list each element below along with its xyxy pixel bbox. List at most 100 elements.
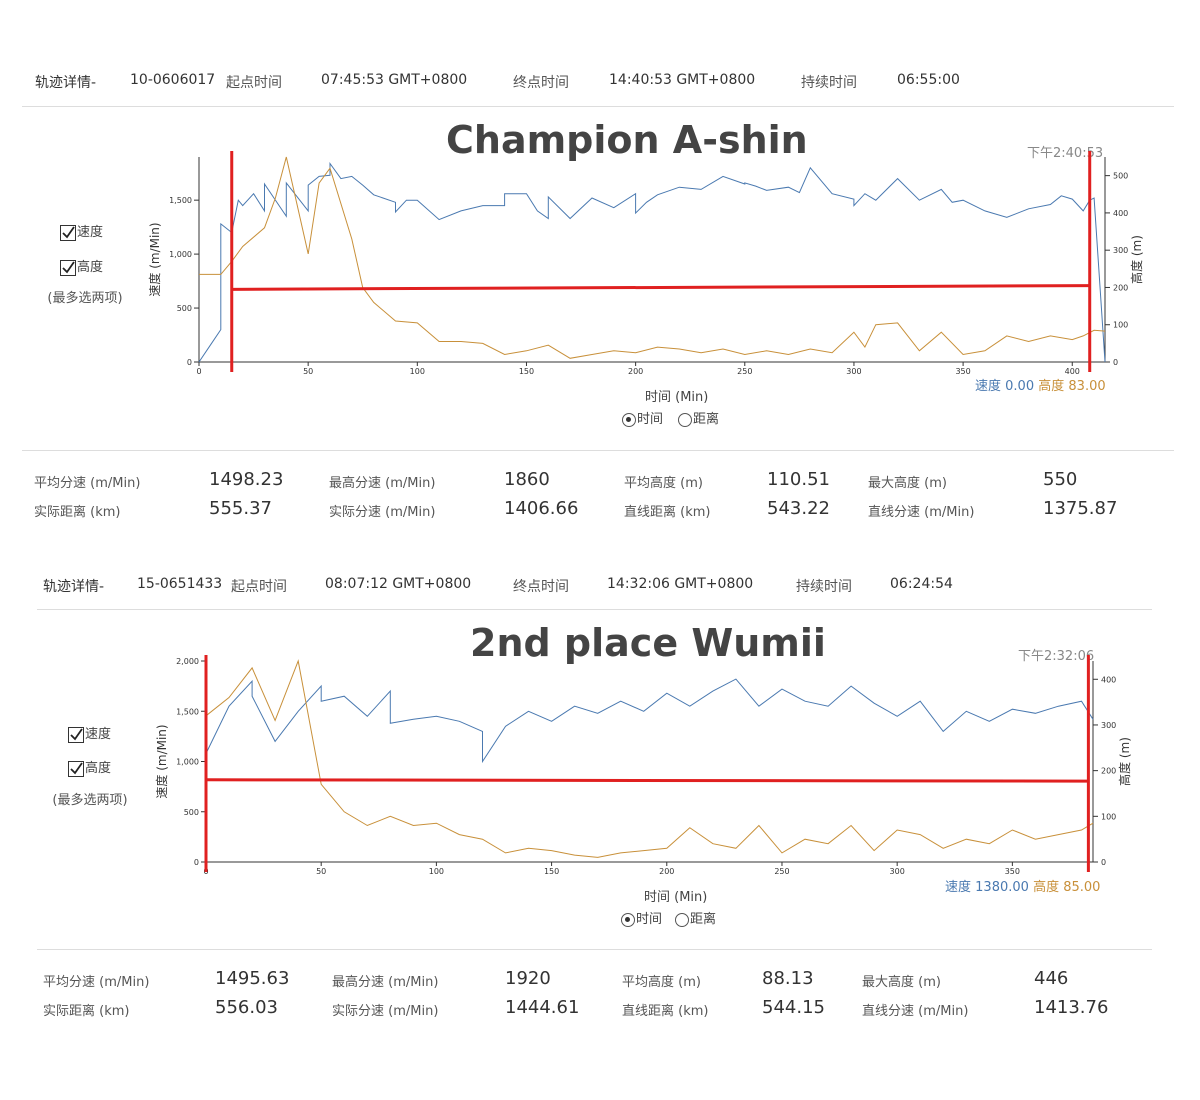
start-time-label: 起点时间	[226, 75, 282, 91]
start-time-label: 起点时间	[231, 579, 287, 595]
radio-distance[interactable]: 距离	[678, 408, 719, 427]
straight-speed-value: 1413.76	[1034, 997, 1109, 1018]
y-right-tick-label: 300	[1101, 721, 1116, 730]
checkbox-speed-box[interactable]	[68, 726, 84, 743]
radio-time[interactable]: 时间	[621, 908, 662, 927]
y-right-tick-label: 0	[1101, 858, 1106, 867]
track-chart: 0 50 100 150 200 250 300 350 400 0 500 1,000 1,500 0 1…	[147, 151, 1144, 376]
straight-speed-value: 1375.87	[1043, 498, 1118, 519]
readout-speed-value: 1380.00	[975, 880, 1029, 895]
speed-checkbox-label: 速度	[77, 225, 104, 240]
x-tick-label: 200	[628, 367, 643, 376]
radio-distance-button[interactable]	[678, 412, 692, 427]
max-alt-label: 最大高度 (m)	[862, 975, 941, 990]
actual-dist-value: 556.03	[215, 997, 278, 1018]
divider	[37, 949, 1152, 950]
y-right-tick-label: 400	[1101, 675, 1116, 684]
panel-title: Champion A-shin	[446, 118, 808, 162]
duration-label: 持续时间	[801, 75, 857, 91]
straight-dist-label: 直线距离 (km)	[622, 1004, 709, 1019]
y-right-tick-label: 100	[1101, 812, 1116, 821]
x-tick-label: 150	[544, 867, 559, 876]
max-alt-label: 最大高度 (m)	[868, 476, 947, 491]
actual-dist-label: 实际距离 (km)	[43, 1004, 130, 1019]
max-speed-label: 最高分速 (m/Min)	[332, 975, 439, 990]
end-time-value: 14:40:53 GMT+0800	[609, 72, 756, 88]
y-right-tick-label: 400	[1113, 209, 1128, 218]
speed-checkbox-label: 速度	[85, 727, 112, 742]
duration-value: 06:24:54	[890, 576, 953, 592]
red-horizontal-line	[205, 778, 1089, 783]
divider	[22, 450, 1174, 451]
radio-time-button[interactable]	[621, 912, 635, 927]
start-time-value: 08:07:12 GMT+0800	[325, 576, 472, 592]
x-tick-label: 50	[316, 867, 326, 876]
avg-alt-value: 110.51	[767, 469, 830, 490]
max-alt-value: 446	[1034, 968, 1069, 989]
actual-speed-label: 实际分速 (m/Min)	[332, 1004, 439, 1019]
speed-checkbox[interactable]: 速度	[60, 221, 103, 241]
speed-checkbox[interactable]: 速度	[68, 723, 111, 743]
chart-readout: 速度 1380.00 高度 85.00	[945, 876, 1100, 895]
avg-speed-label: 平均分速 (m/Min)	[34, 476, 141, 491]
actual-dist-value: 555.37	[209, 498, 272, 519]
x-tick-label: 100	[410, 367, 425, 376]
track-panel-1: 轨迹详情- 10-0606017 起点时间 07:45:53 GMT+0800 …	[0, 0, 1200, 540]
x-tick-label: 350	[955, 367, 970, 376]
y-left-tick-label: 1,000	[169, 250, 192, 259]
checkbox-speed-box[interactable]	[60, 224, 76, 241]
chart-readout: 速度 0.00 高度 83.00	[975, 375, 1106, 394]
radio-time-button[interactable]	[622, 412, 636, 427]
checkbox-altitude-box[interactable]	[68, 760, 84, 777]
x-axis-label: 时间 (Min)	[645, 390, 709, 405]
duration-label: 持续时间	[796, 579, 852, 595]
speed-series-line	[198, 161, 1106, 363]
altitude-checkbox[interactable]: 高度	[68, 757, 111, 777]
end-time-label: 终点时间	[513, 75, 569, 91]
max-speed-value: 1860	[504, 469, 550, 490]
track-id: 15-0651433	[137, 576, 223, 592]
y-left-tick-label: 500	[184, 808, 199, 817]
straight-speed-label: 直线分速 (m/Min)	[862, 1004, 969, 1019]
y-left-tick-label: 1,500	[169, 196, 192, 205]
track-label: 轨迹详情-	[35, 75, 97, 91]
altitude-checkbox-label: 高度	[77, 260, 104, 275]
checkbox-altitude-box[interactable]	[60, 259, 76, 276]
avg-alt-value: 88.13	[762, 968, 814, 989]
y-left-tick-label: 1,000	[176, 758, 199, 767]
max-speed-value: 1920	[505, 968, 551, 989]
end-time-value: 14:32:06 GMT+0800	[607, 576, 754, 592]
x-tick-label: 250	[774, 867, 789, 876]
radio-distance-label: 距离	[693, 412, 720, 427]
actual-speed-label: 实际分速 (m/Min)	[329, 505, 436, 520]
duration-value: 06:55:00	[897, 72, 960, 88]
y-right-tick-label: 500	[1113, 172, 1128, 181]
avg-speed-value: 1498.23	[209, 469, 284, 490]
x-tick-label: 100	[429, 867, 444, 876]
actual-speed-value: 1406.66	[504, 498, 579, 519]
altitude-checkbox[interactable]: 高度	[60, 256, 103, 276]
chart-timestamp: 下午2:40:53	[1027, 146, 1104, 161]
chart-timestamp: 下午2:32:06	[1018, 649, 1095, 664]
avg-speed-label: 平均分速 (m/Min)	[43, 975, 150, 990]
x-tick-label: 400	[1065, 367, 1080, 376]
track-id: 10-0606017	[130, 72, 216, 88]
divider	[22, 106, 1174, 107]
y-left-tick-label: 1,500	[176, 707, 199, 716]
max-speed-label: 最高分速 (m/Min)	[329, 476, 436, 491]
readout-altitude-label: 高度	[1033, 880, 1060, 895]
radio-time[interactable]: 时间	[622, 408, 663, 427]
readout-speed-value: 0.00	[1005, 379, 1035, 394]
radio-distance[interactable]: 距离	[675, 908, 716, 927]
readout-altitude-label: 高度	[1038, 379, 1065, 394]
straight-dist-value: 543.22	[767, 498, 830, 519]
x-tick-label: 350	[1005, 867, 1020, 876]
y-left-tick-label: 2,000	[176, 657, 199, 666]
straight-dist-value: 544.15	[762, 997, 825, 1018]
y-left-axis-title: 速度 (m/Min)	[147, 222, 162, 296]
y-right-axis-title: 高度 (m)	[1117, 737, 1132, 786]
track-header: 轨迹详情- 10-0606017 起点时间 07:45:53 GMT+0800 …	[0, 60, 1200, 100]
y-left-axis-title: 速度 (m/Min)	[154, 724, 169, 798]
radio-distance-button[interactable]	[675, 912, 689, 927]
